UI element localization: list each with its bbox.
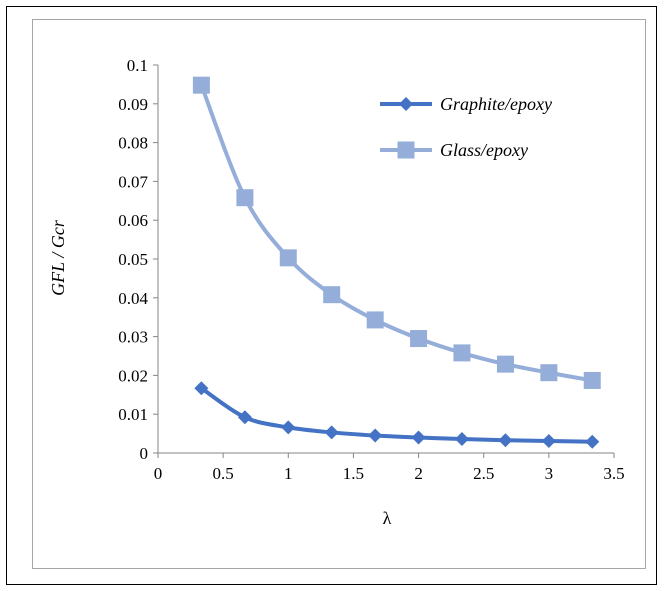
x-tick-label: 2: [414, 464, 423, 483]
x-tick-label: 1.5: [343, 464, 364, 483]
y-axis-title: GFL / Gcr: [48, 219, 68, 296]
data-point: [453, 344, 471, 362]
series-line: [200, 386, 593, 444]
x-tick-label: 3: [545, 464, 554, 483]
y-tick-label: 0.1: [127, 56, 148, 75]
data-point: [496, 355, 514, 373]
y-tick-label: 0.03: [118, 328, 148, 347]
x-tick-label: 0.5: [213, 464, 234, 483]
data-point: [498, 433, 513, 448]
data-point: [279, 249, 297, 267]
series-graphite-epoxy: [194, 381, 600, 449]
data-point: [454, 432, 469, 447]
series-line: [199, 84, 593, 383]
data-point: [281, 420, 296, 435]
data-point: [585, 434, 600, 449]
y-tick-label: 0.01: [118, 405, 148, 424]
legend-marker: [397, 141, 415, 159]
x-tick-label: 3.5: [603, 464, 624, 483]
y-tick-label: 0.07: [118, 172, 148, 191]
data-point: [324, 425, 339, 440]
data-point: [411, 430, 426, 445]
x-tick-label: 0: [154, 464, 163, 483]
x-axis-title: λ: [383, 508, 392, 528]
data-point: [366, 311, 384, 329]
legend-entry: Graphite/epoxy: [380, 94, 552, 114]
y-tick-label: 0.04: [118, 289, 148, 308]
data-point: [194, 381, 209, 396]
y-tick-label: 0.06: [118, 211, 148, 230]
legend: Graphite/epoxy Glass/epoxy: [380, 94, 552, 160]
data-point: [410, 330, 428, 348]
data-point: [540, 364, 558, 382]
data-point: [323, 286, 341, 304]
data-point: [237, 410, 252, 425]
x-tick-label: 2.5: [473, 464, 494, 483]
legend-label: Glass/epoxy: [440, 140, 528, 160]
data-point: [236, 189, 254, 207]
data-point: [368, 428, 383, 443]
y-tick-label: 0: [140, 444, 149, 463]
legend-label: Graphite/epoxy: [440, 94, 552, 114]
y-tick-label: 0.02: [118, 366, 148, 385]
legend-marker: [399, 97, 413, 111]
y-tick-label: 0.05: [118, 250, 148, 269]
legend-entry: Glass/epoxy: [380, 140, 528, 160]
series-glass-epoxy: [192, 76, 601, 389]
data-point: [541, 433, 556, 448]
series-layer: [192, 76, 601, 449]
x-tick-label: 1: [284, 464, 293, 483]
data-point: [192, 76, 210, 94]
y-tick-label: 0.09: [118, 95, 148, 114]
axes: 0 0.01 0.02 0.03 0.04 0.05 0.06 0.07 0.08 0.09 0.1…: [118, 56, 624, 483]
data-point: [583, 371, 601, 389]
y-tick-label: 0.08: [118, 134, 148, 153]
